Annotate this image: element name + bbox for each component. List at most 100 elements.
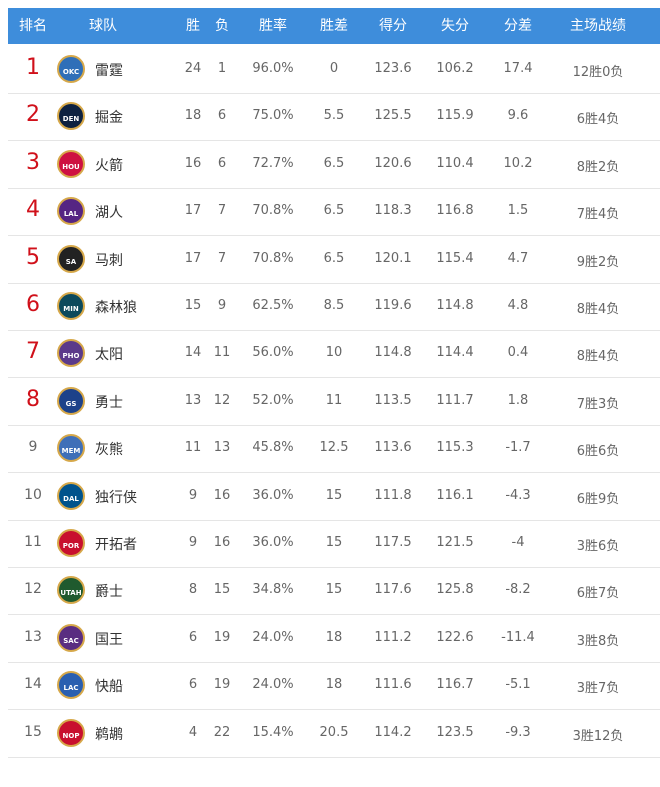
cell: 6 [188,677,198,693]
cell: 18 [325,677,343,693]
cell: 18 [184,108,202,124]
cell: 17.4 [503,61,533,76]
cell: 16 [213,487,231,503]
cell: 122.6 [436,629,474,645]
table-row [8,520,660,568]
cell: 15 [325,582,343,598]
table-row [8,46,660,94]
rank: 2 [26,102,40,128]
cell: 24 [184,61,202,76]
header-cell: 胜率 [259,18,287,34]
cell: 115.3 [436,440,474,456]
rank: 1 [26,55,40,80]
cell: -1.7 [505,440,531,456]
cell: 110.4 [436,155,474,171]
cell: 9 [188,535,198,550]
cell: 9 [217,298,227,313]
rank: 9 [28,439,38,456]
cell: 52.0% [252,392,294,408]
cell: 3胜12负 [572,728,624,744]
cell: 121.5 [436,535,474,550]
cell: 12.5 [319,440,349,456]
cell: 4 [188,724,198,740]
cell: 3胜8负 [576,633,620,649]
cell: 6胜7负 [576,586,620,602]
cell: 15 [184,298,202,313]
rank: 8 [26,386,40,412]
cell: -5.1 [505,677,531,693]
cell: 115.4 [436,250,474,266]
cell: 15 [325,535,343,550]
cell: 6胜6负 [576,444,620,460]
cell: 6.5 [323,203,345,219]
rank: 11 [24,534,42,550]
team-name: 太阳 [95,347,123,364]
cell: 6.5 [323,250,345,266]
table-row [8,330,660,379]
cell: 6.5 [323,155,345,171]
team-logo: LAL [57,197,85,226]
cell: -4.3 [505,487,531,503]
team-name: 独行侠 [95,489,137,506]
header-cell: 负 [215,18,229,34]
table-row [8,188,660,237]
cell: 116.7 [436,677,474,693]
table-row [8,662,660,711]
cell: 7胜3负 [576,396,620,412]
cell: 8 [188,582,198,598]
cell: 24.0% [252,629,294,645]
cell: 117.5 [374,535,412,550]
cell: 10.2 [503,155,533,171]
cell: -8.2 [505,582,531,598]
table-row [8,615,660,663]
team-name: 湖人 [95,205,123,222]
table-row [8,93,660,142]
cell: 34.8% [252,582,294,598]
rank: 6 [26,292,40,317]
cell: 8.5 [323,298,345,313]
cell: 113.5 [374,392,412,408]
cell: -9.3 [505,724,531,740]
cell: -4 [511,535,525,550]
team-name: 勇士 [95,394,123,411]
rank: 5 [26,244,40,270]
table-row [8,710,660,758]
team-logo: MEM [57,434,85,463]
cell: 22 [213,724,231,740]
rank: 4 [26,197,40,223]
team-logo: UTAH [57,576,85,605]
cell: 0 [329,61,339,76]
cell: 15.4% [252,724,294,740]
cell: 14 [184,345,202,361]
table-row [8,378,660,426]
cell: 114.8 [374,345,412,361]
cell: 1.5 [507,203,529,219]
rank: 14 [24,676,42,693]
cell: 8胜4负 [576,302,620,317]
cell: 0.4 [507,345,529,361]
cell: 117.6 [374,582,412,598]
cell: 7 [217,250,227,266]
cell: 9 [188,487,198,503]
cell: 114.2 [374,724,412,740]
team-logo: DEN [57,102,85,131]
team-name: 鹈鹕 [95,726,123,743]
cell: 6 [217,155,227,171]
header-cell: 球队 [89,18,117,34]
cell: 13 [213,440,231,456]
cell: 24.0% [252,677,294,693]
team-name: 爵士 [95,584,123,601]
cell: 4.8 [507,298,529,313]
cell: 8胜4负 [576,349,620,365]
cell: 6胜9负 [576,491,620,507]
cell: 56.0% [252,345,294,361]
table-row [8,141,660,189]
table-row [8,283,660,331]
cell: 17 [184,203,202,219]
cell: 9胜2负 [576,254,620,270]
team-name: 国王 [95,631,123,648]
cell: 114.8 [436,298,474,313]
cell: 96.0% [252,61,294,76]
cell: 19 [213,629,231,645]
cell: 7胜4负 [576,207,620,223]
